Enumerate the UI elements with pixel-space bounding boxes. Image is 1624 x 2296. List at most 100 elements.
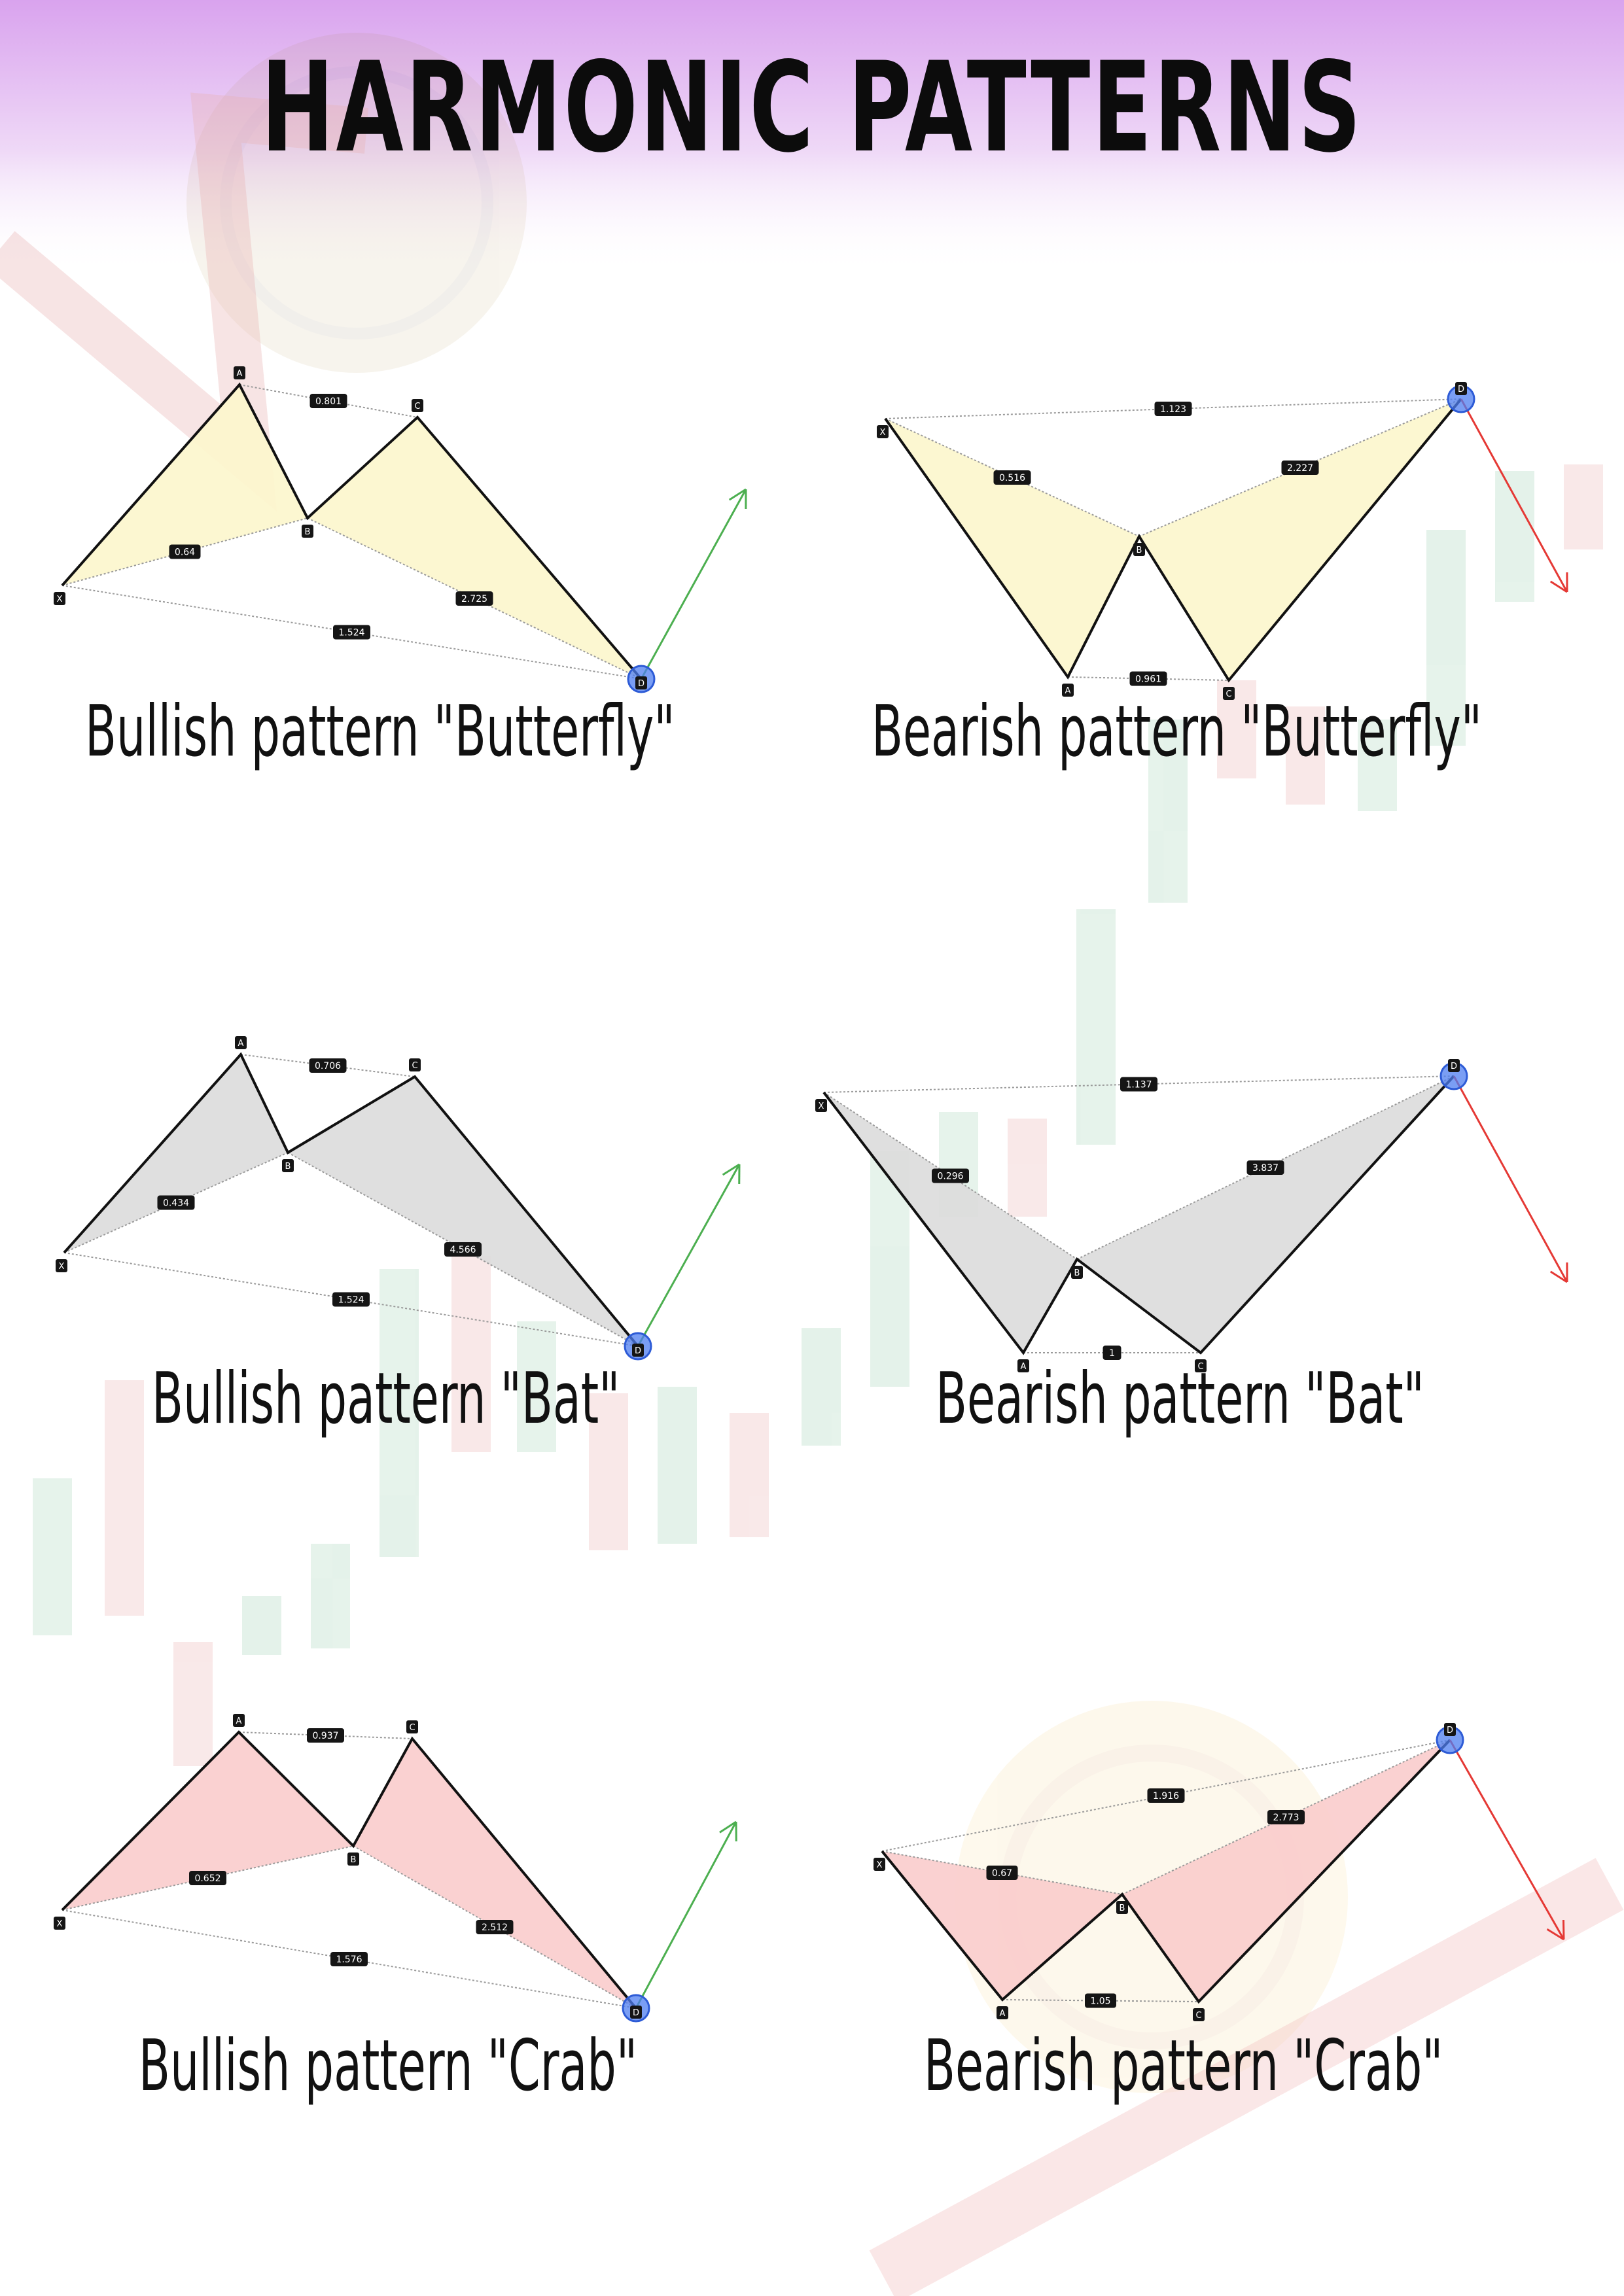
xab-triangle [885,419,1139,677]
ratio-label-bd: 2.725 [455,591,493,606]
point-label-b: B [347,1852,359,1866]
xab-triangle [824,1092,1077,1353]
point-label-d: D [635,676,647,689]
svg-text:1.524: 1.524 [338,1295,364,1306]
pattern-caption: Bullish pattern "Butterfly" [85,691,675,773]
ratio-label-ac: 0.961 [1129,671,1167,686]
xab-triangle [62,385,308,585]
svg-text:2.512: 2.512 [482,1922,508,1933]
ratio-line-xb [885,418,1140,537]
svg-text:0.516: 0.516 [999,473,1025,483]
point-label-c: C [409,1058,421,1071]
panel-bearish-crab: 1.916 0.67 2.773 1.05 X A B C D Bearish pattern "… [811,1675,1624,2132]
svg-text:0.801: 0.801 [315,396,342,407]
panel-bearish-butterfly: 1.123 0.516 2.227 0.961 X A B C D Bearish pattern… [811,340,1624,798]
point-label-x: X [56,1259,67,1272]
pattern-caption: Bullish pattern "Bat" [152,1358,620,1440]
svg-text:C: C [409,1723,415,1733]
point-label-x: X [54,592,65,605]
point-label-a: A [234,366,245,379]
ratio-label-xd: 1.916 [1147,1788,1185,1803]
point-label-b: B [1116,1901,1128,1914]
arrow-head [719,1820,737,1834]
svg-text:0.434: 0.434 [163,1198,189,1209]
svg-text:D: D [633,2008,639,2018]
svg-text:1.137: 1.137 [1125,1080,1152,1090]
panel-bullish-crab: 0.937 0.652 2.512 1.576 X A B C D Bullish pattern… [0,1675,811,2132]
bearish-crab-diagram: 1.916 0.67 2.773 1.05 X A B C D [874,1723,1565,2021]
svg-text:D: D [635,1346,641,1356]
ratio-label-xd: 1.576 [330,1952,368,1966]
svg-text:0.652: 0.652 [194,1873,221,1884]
zigzag-line [884,398,1462,683]
bearish-arrow [1460,398,1568,593]
ratio-label-bd: 2.227 [1281,461,1319,475]
ratio-label-xb: 0.516 [993,470,1031,485]
ratio-line-xb [823,1092,1078,1260]
bearish-arrow [1449,1739,1565,1940]
svg-text:C: C [1197,1362,1203,1372]
ratio-label-ac: 0.937 [307,1728,344,1743]
bcd-triangle [1077,1076,1454,1353]
svg-text:X: X [57,595,63,604]
svg-text:A: A [238,1039,244,1049]
ratio-label-ac: 1 [1103,1346,1121,1360]
panel-bullish-butterfly: 0.801 0.64 2.725 1.524 X A B C D Bullish pattern … [0,340,811,798]
point-label-a: A [1062,684,1074,697]
ratio-label-xb: 0.64 [169,544,201,559]
arrow-head [1562,1919,1565,1940]
svg-text:4.566: 4.566 [450,1245,476,1255]
svg-text:A: A [1021,1362,1027,1372]
ratio-label-ac: 1.05 [1085,1993,1116,2008]
point-label-b: B [1133,543,1145,556]
svg-text:2.773: 2.773 [1273,1813,1299,1823]
pattern-caption: Bullish pattern "Crab" [139,2025,637,2107]
svg-text:X: X [819,1102,824,1111]
bcd-triangle [288,1077,638,1346]
svg-text:1.05: 1.05 [1090,1996,1110,2007]
svg-text:0.937: 0.937 [312,1731,338,1741]
svg-text:X: X [877,1860,883,1870]
zigzag-line [881,1739,1451,2004]
svg-text:D: D [638,679,644,689]
svg-text:X: X [59,1262,65,1272]
pattern-caption: Bearish pattern "Butterfly" [872,691,1482,773]
svg-text:C: C [414,402,420,411]
svg-text:B: B [1120,1904,1125,1913]
point-label-a: A [233,1714,245,1727]
ratio-label-bd: 2.512 [476,1920,514,1934]
bullish-crab-diagram: 0.937 0.652 2.512 1.576 X A B C D [54,1714,737,2023]
svg-text:0.961: 0.961 [1135,674,1161,685]
svg-text:A: A [1000,2009,1006,2019]
bcd-triangle [308,417,641,679]
zigzag-line [61,382,643,680]
page-title: HARMONIC PATTERNS [260,35,1364,180]
growth-arrow-watermark [869,1858,1624,2296]
svg-text:0.67: 0.67 [992,1868,1012,1879]
ratio-label-xd: 1.137 [1120,1077,1157,1092]
ratio-label-xb: 0.652 [189,1871,226,1885]
svg-text:C: C [412,1061,417,1071]
zigzag-line [63,1052,639,1348]
bcd-triangle [1139,399,1461,680]
point-label-c: C [406,1720,418,1733]
candlestick-watermark [33,464,1603,1766]
svg-text:D: D [1458,385,1464,394]
svg-text:2.725: 2.725 [461,594,487,604]
ratio-label-xb: 0.67 [986,1866,1018,1880]
svg-text:B: B [305,527,311,537]
svg-text:A: A [1065,686,1071,696]
point-label-a: A [235,1036,247,1049]
svg-text:1.576: 1.576 [336,1955,362,1965]
bullish-arrow [637,1164,741,1347]
ratio-label-xb: 0.434 [157,1195,195,1210]
point-label-b: B [282,1159,294,1172]
arrow-head [722,1163,740,1176]
zigzag-line [61,1730,637,2009]
ratio-label-xd: 1.123 [1154,402,1192,416]
arrow-head [1549,580,1568,593]
svg-text:1: 1 [1109,1348,1115,1359]
ratio-label-bd: 4.566 [444,1242,482,1257]
ratio-label-xb: 0.296 [932,1168,969,1183]
svg-text:D: D [1451,1062,1457,1071]
